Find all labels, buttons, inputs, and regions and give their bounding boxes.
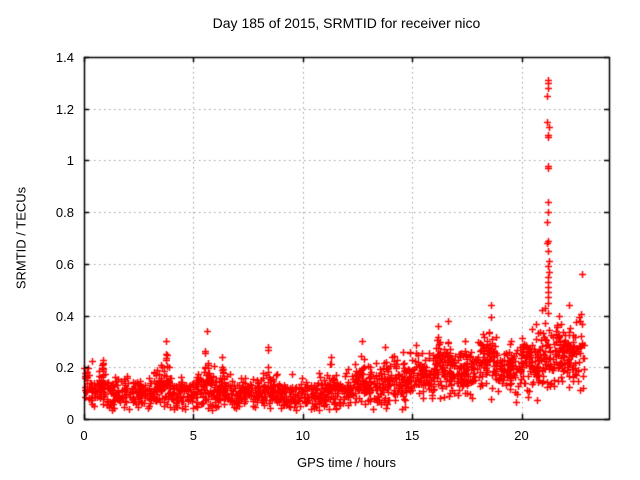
y-axis-label-text: SRMTID / TECUs bbox=[13, 186, 29, 290]
y-tick-label: 0 bbox=[66, 412, 74, 427]
y-tick-label: 0.4 bbox=[55, 308, 74, 324]
x-tick-label: 0 bbox=[80, 428, 88, 443]
y-tick-label: 0.6 bbox=[55, 256, 74, 272]
x-tick-label: 5 bbox=[189, 428, 197, 443]
y-tick-label: 1.2 bbox=[55, 101, 74, 117]
chart-title: Day 185 of 2015, SRMTID for receiver nic… bbox=[212, 15, 481, 31]
y-tick-label: 1 bbox=[66, 153, 74, 169]
x-tick-label: 15 bbox=[404, 428, 420, 443]
y-tick-label: 0.2 bbox=[55, 360, 74, 376]
y-tick-label: 1.4 bbox=[55, 50, 74, 65]
y-tick-label: 0.8 bbox=[55, 205, 74, 221]
x-tick-label: 10 bbox=[295, 428, 310, 443]
x-tick-label: 20 bbox=[514, 428, 529, 443]
x-axis-label: GPS time / hours bbox=[297, 455, 396, 470]
